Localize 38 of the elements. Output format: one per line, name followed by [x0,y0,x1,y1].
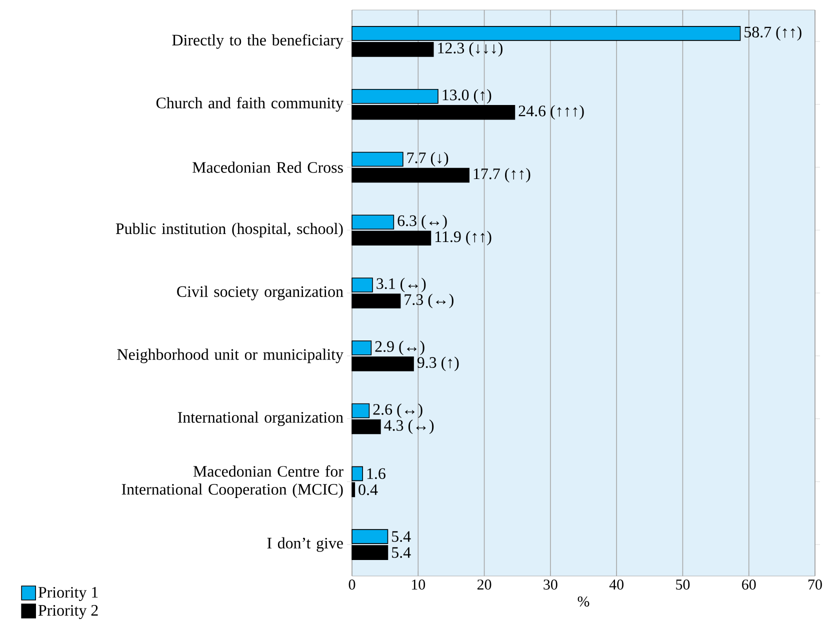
x-tick-label: 50 [676,580,690,590]
data-label: 2.9 (↔) [375,340,424,356]
y-tick-label: Directly to the beneficiary [172,34,344,49]
data-label: 5.4 [392,547,411,558]
data-label: 9.3 (↑) [417,356,459,372]
y-tick-label: Civil society organization [177,286,344,300]
data-label: 24.6 (↑↑↑) [518,105,584,120]
data-label: 17.7 (↑↑) [474,168,530,182]
x-tick-label: 20 [477,580,492,590]
data-label: 5.4 [392,531,411,542]
data-label: 3.1 (↔) [376,278,426,292]
data-label: 11.9 (↑↑) [436,230,492,246]
legend-label: Priority 1 [38,586,98,601]
data-label: 12.3 (↓↓↓) [438,42,502,57]
y-tick-label: I don’t give [267,537,343,552]
y-tick-label: Neighborhood unit or municipality [117,348,344,364]
y-tick-label: Public institution (hospital, school) [116,222,343,238]
y-tick-label: Macedonian Centre for International Cooperation (MCIC) [122,465,344,498]
data-label: 1.6 [367,468,386,480]
data-label: 7.3 (↔) [404,294,454,308]
x-tick-label: 70 [808,580,822,590]
y-tick-label: Macedonian Red Cross [192,162,343,173]
x-axis-title: % [578,596,590,607]
x-tick-label: 0 [348,580,356,590]
x-tick-label: 30 [544,580,558,590]
y-tick-label: Church and faith community [156,97,344,112]
x-tick-label: 60 [742,580,756,590]
data-label: 0.4 [358,484,378,496]
x-tick-label: 10 [412,580,426,590]
legend-label: Priority 2 [38,605,98,620]
data-label: 7.7 (↓) [407,152,448,166]
data-label: 6.3 (↔) [398,214,447,230]
data-label: 13.0 (↑) [442,89,492,104]
data-label: 2.6 (↔) [373,404,422,418]
data-label: 58.7 (↑↑) [744,26,802,41]
y-tick-label: International organization [178,412,344,426]
x-tick-label: 40 [609,580,624,590]
data-label: 4.3 (↔) [384,420,434,434]
